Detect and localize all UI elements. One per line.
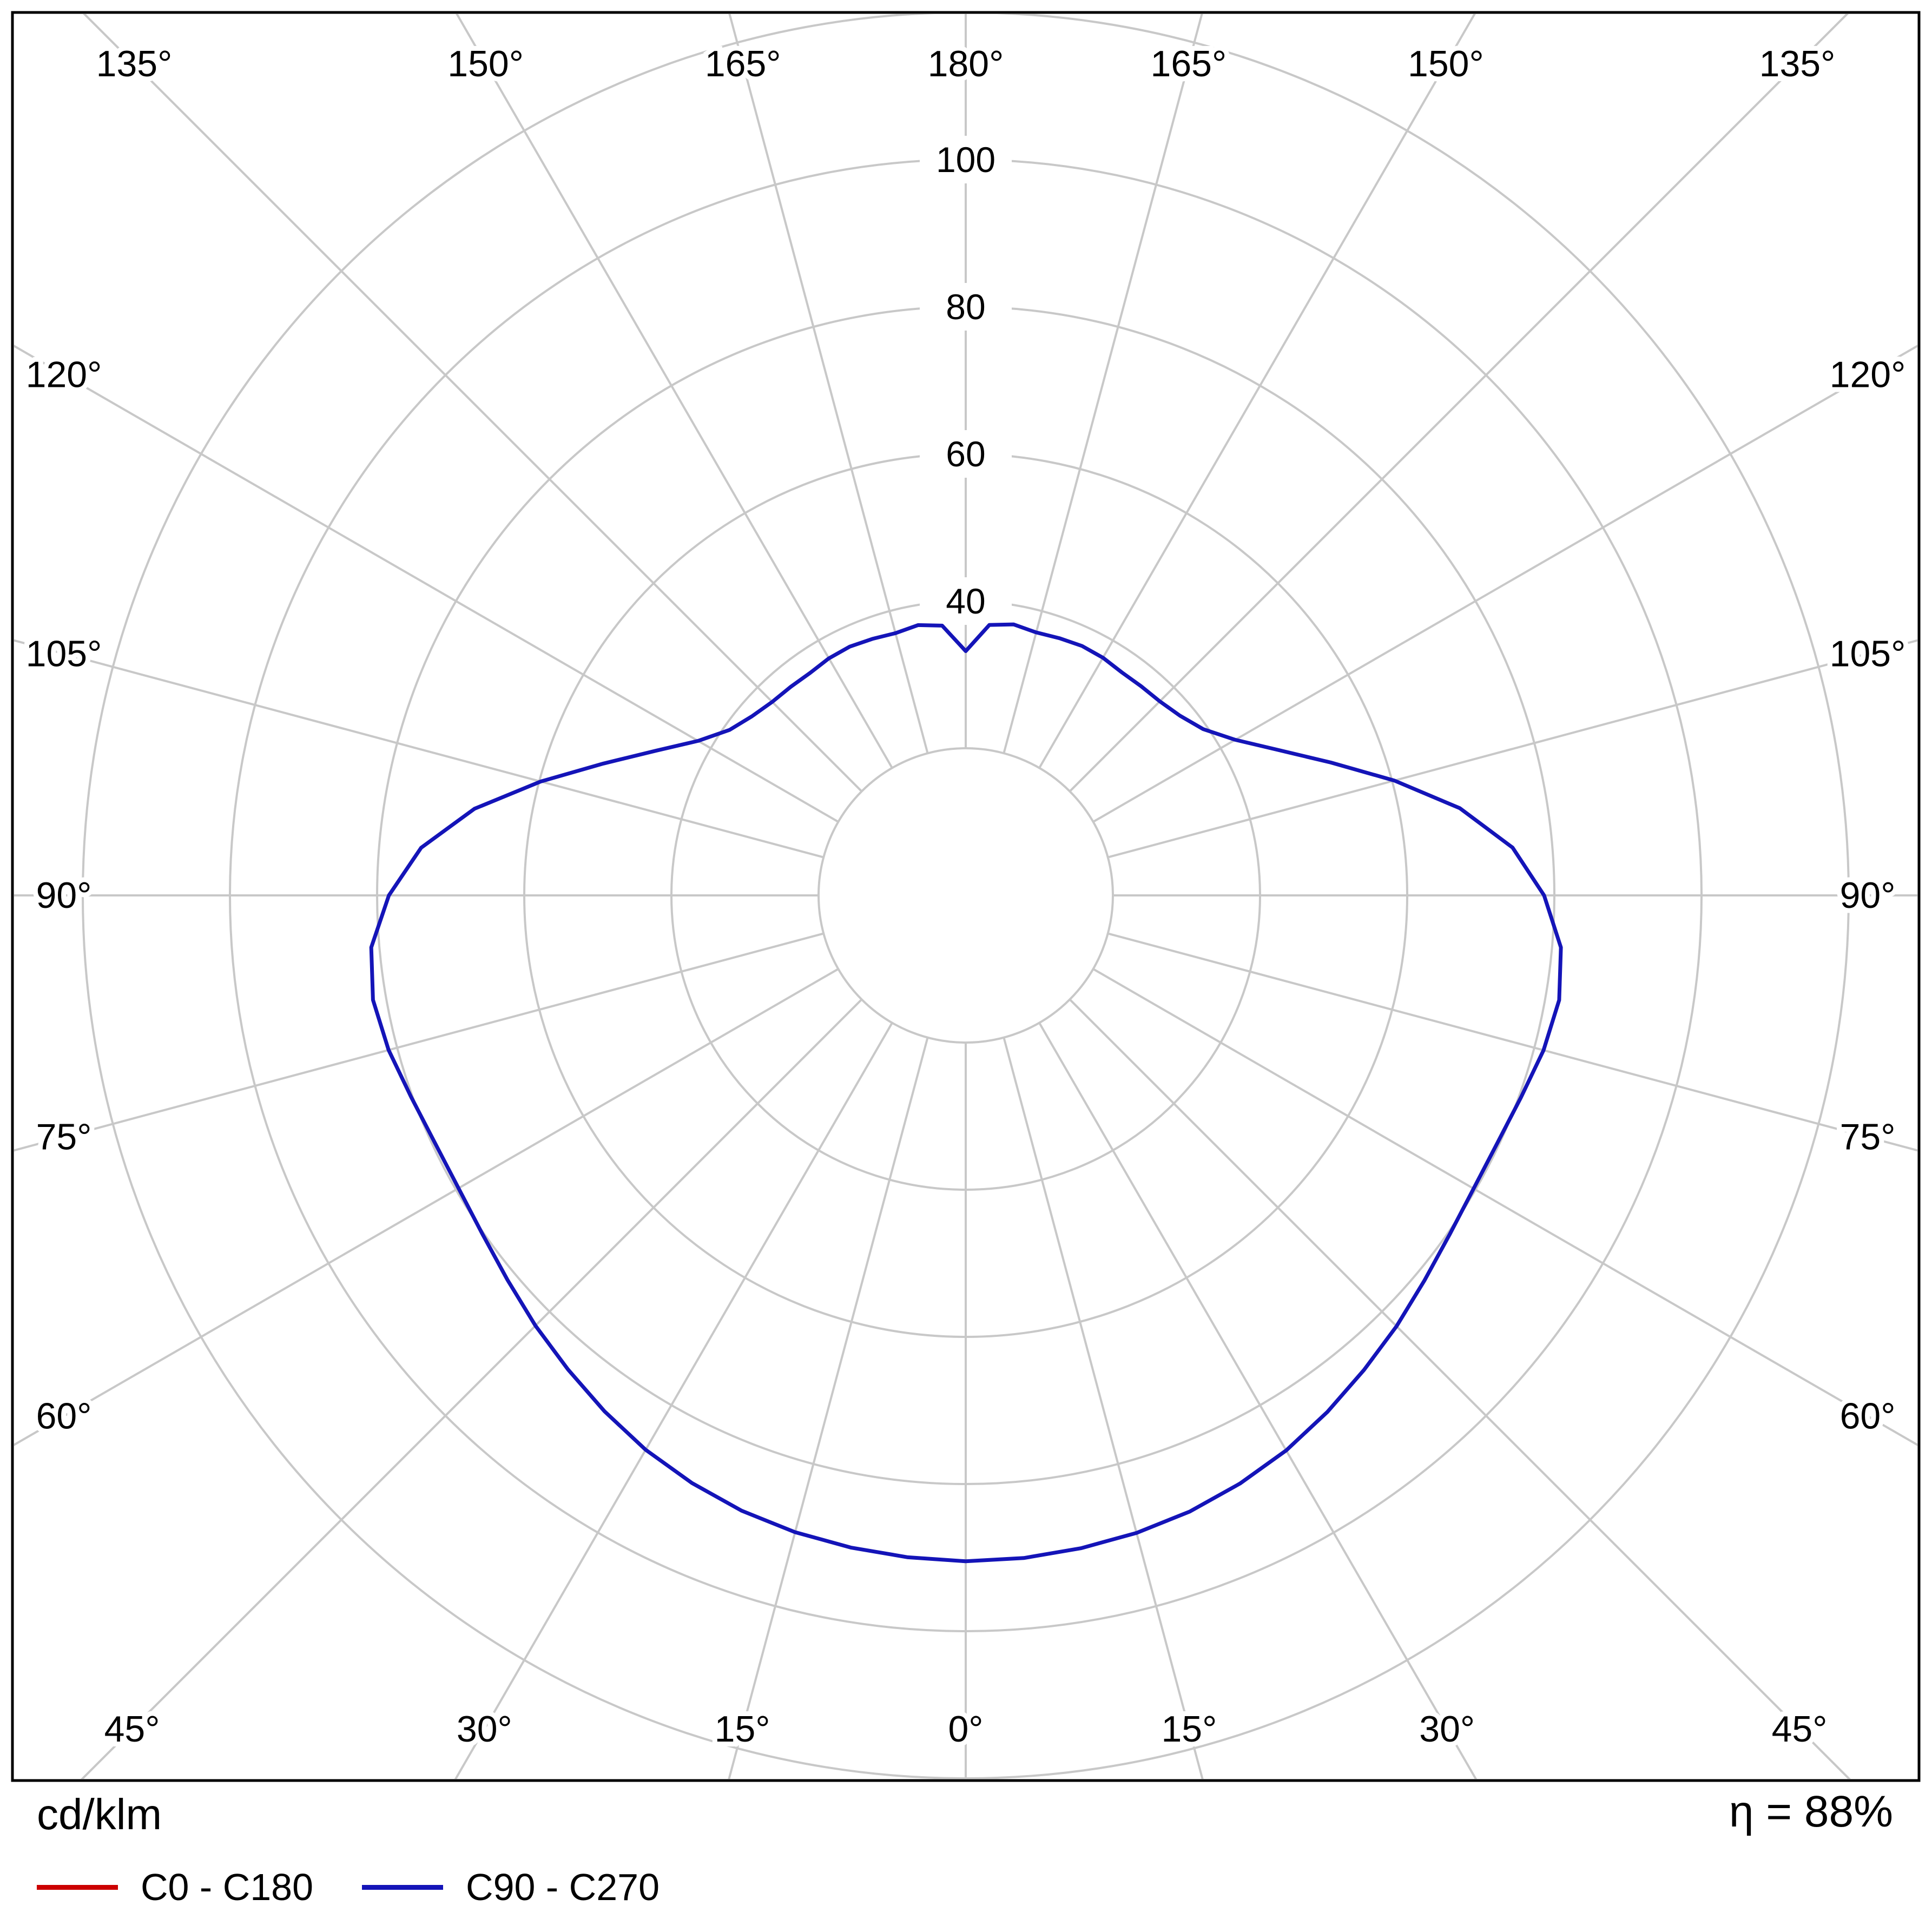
ring-label-bg xyxy=(920,577,1012,625)
angle-label: 30° xyxy=(457,1709,512,1750)
ring-label: 100 xyxy=(936,140,995,180)
angle-label: 105° xyxy=(1830,633,1906,674)
legend-item-c90-c270: C90 - C270 xyxy=(362,1865,660,1909)
angle-label: 60° xyxy=(1840,1395,1896,1436)
legend-swatch-red-line xyxy=(37,1884,118,1890)
grid-spoke xyxy=(1092,345,1917,823)
angle-label: 135° xyxy=(96,43,173,84)
grid-spoke xyxy=(14,639,824,859)
grid-spoke xyxy=(728,1037,929,1779)
grid-spoke xyxy=(1003,1037,1204,1779)
grid-spoke xyxy=(1107,932,1917,1152)
grid-spoke xyxy=(14,345,839,823)
angle-label: 120° xyxy=(26,354,102,395)
curve-C90-C270 xyxy=(369,622,1563,1564)
angle-label: 60° xyxy=(36,1395,92,1436)
grid-spoke xyxy=(1038,14,1476,769)
angle-label: 45° xyxy=(104,1709,160,1750)
angle-label: 165° xyxy=(705,43,781,84)
angle-label: 135° xyxy=(1759,43,1836,84)
angle-label: 15° xyxy=(715,1709,770,1750)
grid-spoke xyxy=(1003,14,1203,754)
grid-ring xyxy=(817,747,1114,1044)
grid-spoke xyxy=(1107,639,1917,859)
legend-swatch-blue-line xyxy=(362,1884,444,1890)
legend-label-c0-c180: C0 - C180 xyxy=(141,1866,314,1908)
grid-spoke xyxy=(1069,14,1849,793)
grid-spoke xyxy=(1092,968,1917,1446)
angle-label: 0° xyxy=(948,1709,983,1750)
grid-spoke xyxy=(14,968,839,1446)
chart-frame xyxy=(11,11,1921,1782)
angle-label: 45° xyxy=(1772,1709,1828,1750)
angle-label: 75° xyxy=(1840,1117,1896,1158)
grid-spoke xyxy=(454,1022,893,1779)
unit-label: cd/klm xyxy=(37,1790,162,1838)
angle-label: 105° xyxy=(26,633,102,674)
angle-label: 180° xyxy=(928,43,1004,84)
legend-label-c90-c270: C90 - C270 xyxy=(466,1866,660,1908)
angle-label: 150° xyxy=(447,43,524,84)
ring-label-bg xyxy=(920,283,1012,331)
grid-spoke xyxy=(456,14,893,769)
axis-labels: 40 60 80 100 0° 15° 15° 30° 30° 45° 45° 60° 60° 75° 75… xyxy=(21,38,1911,1755)
angle-label: 15° xyxy=(1161,1709,1217,1750)
grid-spoke xyxy=(728,14,929,754)
angle-label: 165° xyxy=(1151,43,1227,84)
angle-label: 120° xyxy=(1830,354,1906,395)
angle-label: 90° xyxy=(36,875,92,916)
ring-label: 60 xyxy=(946,434,985,474)
grid-spoke xyxy=(14,932,824,1152)
angle-label: 90° xyxy=(1840,875,1896,916)
ring-label-bg xyxy=(920,430,1012,478)
angle-label: 30° xyxy=(1419,1709,1475,1750)
legend-item-c0-c180: C0 - C180 xyxy=(37,1865,313,1909)
legend: C0 - C180 C90 - C270 xyxy=(37,1865,660,1909)
grid-spoke xyxy=(1069,998,1851,1779)
grid-spoke xyxy=(1038,1022,1478,1779)
ring-label: 80 xyxy=(946,287,985,327)
ring-label: 40 xyxy=(946,581,985,621)
angle-label: 150° xyxy=(1408,43,1484,84)
grid-spoke xyxy=(81,998,863,1779)
efficiency-label: η = 88% xyxy=(1729,1787,1893,1836)
ring-label-bg xyxy=(920,136,1012,183)
grid-spoke xyxy=(83,14,863,793)
angle-label: 75° xyxy=(36,1117,92,1158)
